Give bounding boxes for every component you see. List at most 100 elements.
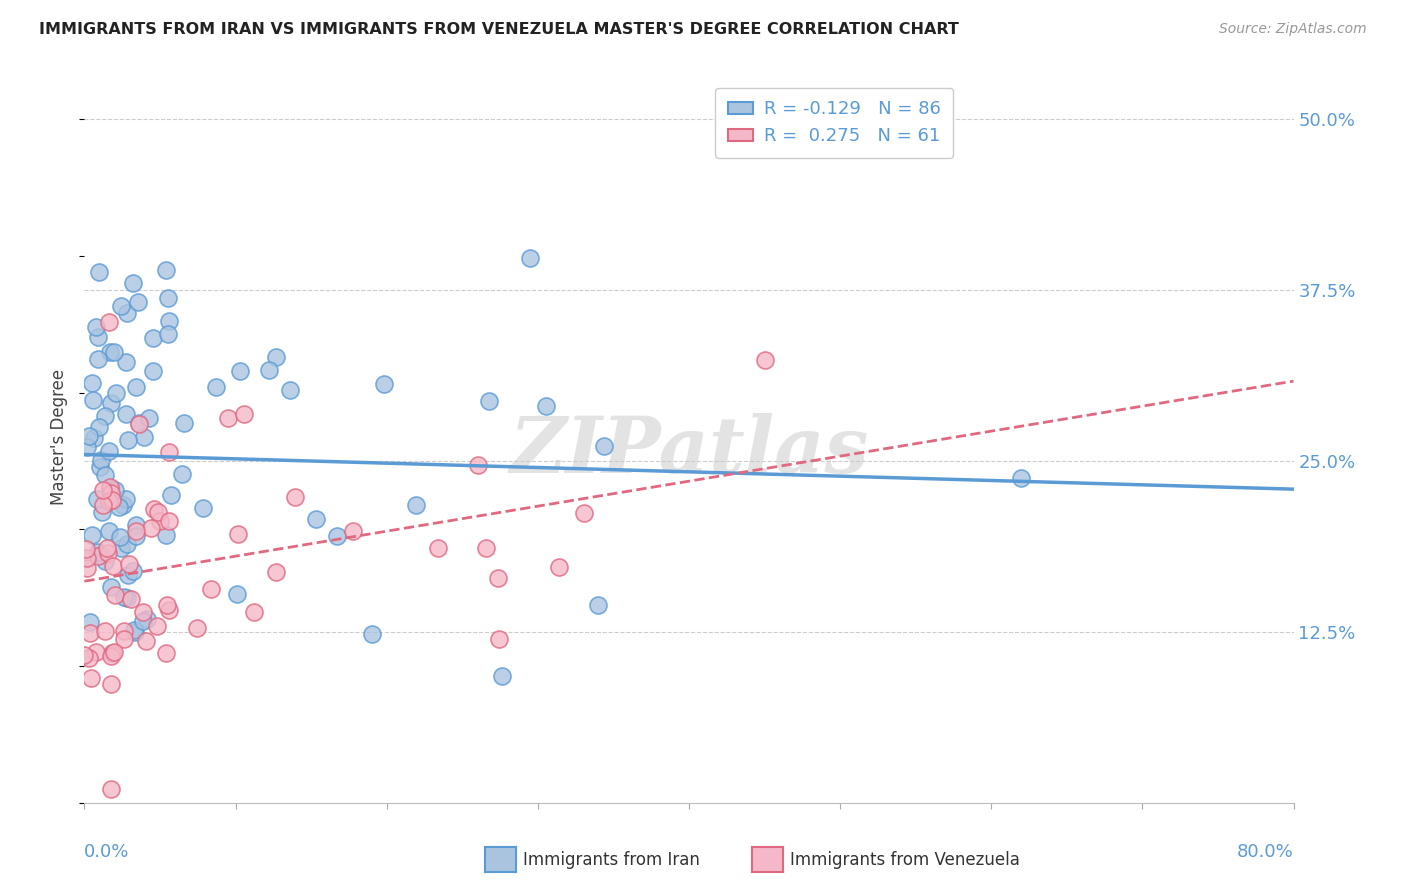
Point [91, 483, 114, 497]
Point [115, 407, 138, 421]
Point [1011, 471, 1033, 485]
Point [100, 648, 122, 663]
Point [112, 590, 135, 604]
Point [229, 364, 252, 378]
Point [264, 351, 287, 365]
Point [118, 558, 141, 572]
Point [101, 493, 124, 508]
Point [136, 611, 159, 625]
Point [754, 352, 776, 367]
Point [103, 345, 125, 359]
Point [264, 565, 287, 579]
Point [86, 545, 108, 559]
Point [115, 591, 138, 606]
Point [103, 645, 125, 659]
Point [93, 468, 115, 483]
Point [94, 409, 117, 423]
Point [149, 514, 172, 528]
Point [125, 529, 148, 543]
Point [486, 571, 509, 585]
Point [75, 541, 97, 556]
Point [405, 498, 427, 512]
Point [86, 549, 108, 564]
Point [101, 646, 124, 660]
Point [191, 500, 214, 515]
Point [79, 429, 101, 443]
Point [89, 420, 111, 434]
Point [592, 439, 614, 453]
Point [120, 592, 142, 607]
Point [172, 467, 194, 482]
Point [124, 625, 146, 640]
Point [111, 498, 134, 512]
Point [122, 564, 145, 578]
Point [125, 380, 148, 394]
Point [125, 524, 148, 538]
Point [80, 528, 103, 542]
Point [112, 632, 135, 647]
Point [82, 376, 104, 390]
Point [257, 363, 280, 377]
Point [157, 445, 180, 459]
Point [157, 514, 180, 528]
Point [548, 560, 571, 574]
Point [142, 364, 165, 378]
Text: IMMIGRANTS FROM IRAN VS IMMIGRANTS FROM VENEZUELA MASTER'S DEGREE CORRELATION CH: IMMIGRANTS FROM IRAN VS IMMIGRANTS FROM … [39, 22, 959, 37]
Point [87, 352, 110, 367]
Point [84, 320, 107, 334]
Point [586, 599, 609, 613]
Point [108, 530, 131, 544]
Point [278, 384, 301, 398]
Point [117, 568, 139, 582]
Point [90, 453, 112, 467]
Point [100, 677, 122, 691]
Point [155, 262, 177, 277]
Text: 80.0%: 80.0% [1237, 843, 1294, 861]
Point [80, 672, 103, 686]
Point [94, 554, 117, 568]
Text: Immigrants from Venezuela: Immigrants from Venezuela [790, 851, 1019, 869]
Point [121, 276, 143, 290]
Point [90, 549, 112, 563]
Point [98, 444, 121, 458]
Point [86, 491, 108, 506]
Point [373, 377, 395, 392]
Text: Immigrants from Iran: Immigrants from Iran [523, 851, 700, 869]
Point [156, 598, 179, 612]
Point [226, 526, 249, 541]
Point [326, 529, 349, 543]
Point [114, 624, 136, 638]
Point [98, 481, 121, 495]
Point [132, 614, 155, 628]
Point [146, 619, 169, 633]
Point [284, 490, 307, 504]
Point [475, 541, 498, 555]
Point [186, 621, 208, 635]
Point [488, 632, 510, 646]
Point [117, 434, 139, 448]
Point [89, 265, 111, 279]
Point [157, 603, 180, 617]
Point [89, 459, 111, 474]
Point [100, 580, 122, 594]
Point [127, 294, 149, 309]
Point [142, 502, 165, 516]
Point [104, 386, 127, 401]
Point [132, 605, 155, 619]
Point [100, 396, 122, 410]
Point [77, 650, 100, 665]
Point [76, 440, 98, 454]
Point [226, 587, 249, 601]
Point [103, 558, 125, 573]
Point [342, 524, 364, 539]
Text: Source: ZipAtlas.com: Source: ZipAtlas.com [1219, 22, 1367, 37]
Point [572, 507, 595, 521]
Point [361, 627, 384, 641]
Point [115, 492, 138, 507]
Point [110, 541, 132, 555]
Point [536, 399, 558, 413]
Point [138, 411, 160, 425]
Point [79, 626, 101, 640]
Y-axis label: Master's Degree: Master's Degree [51, 369, 69, 505]
Point [76, 561, 98, 575]
